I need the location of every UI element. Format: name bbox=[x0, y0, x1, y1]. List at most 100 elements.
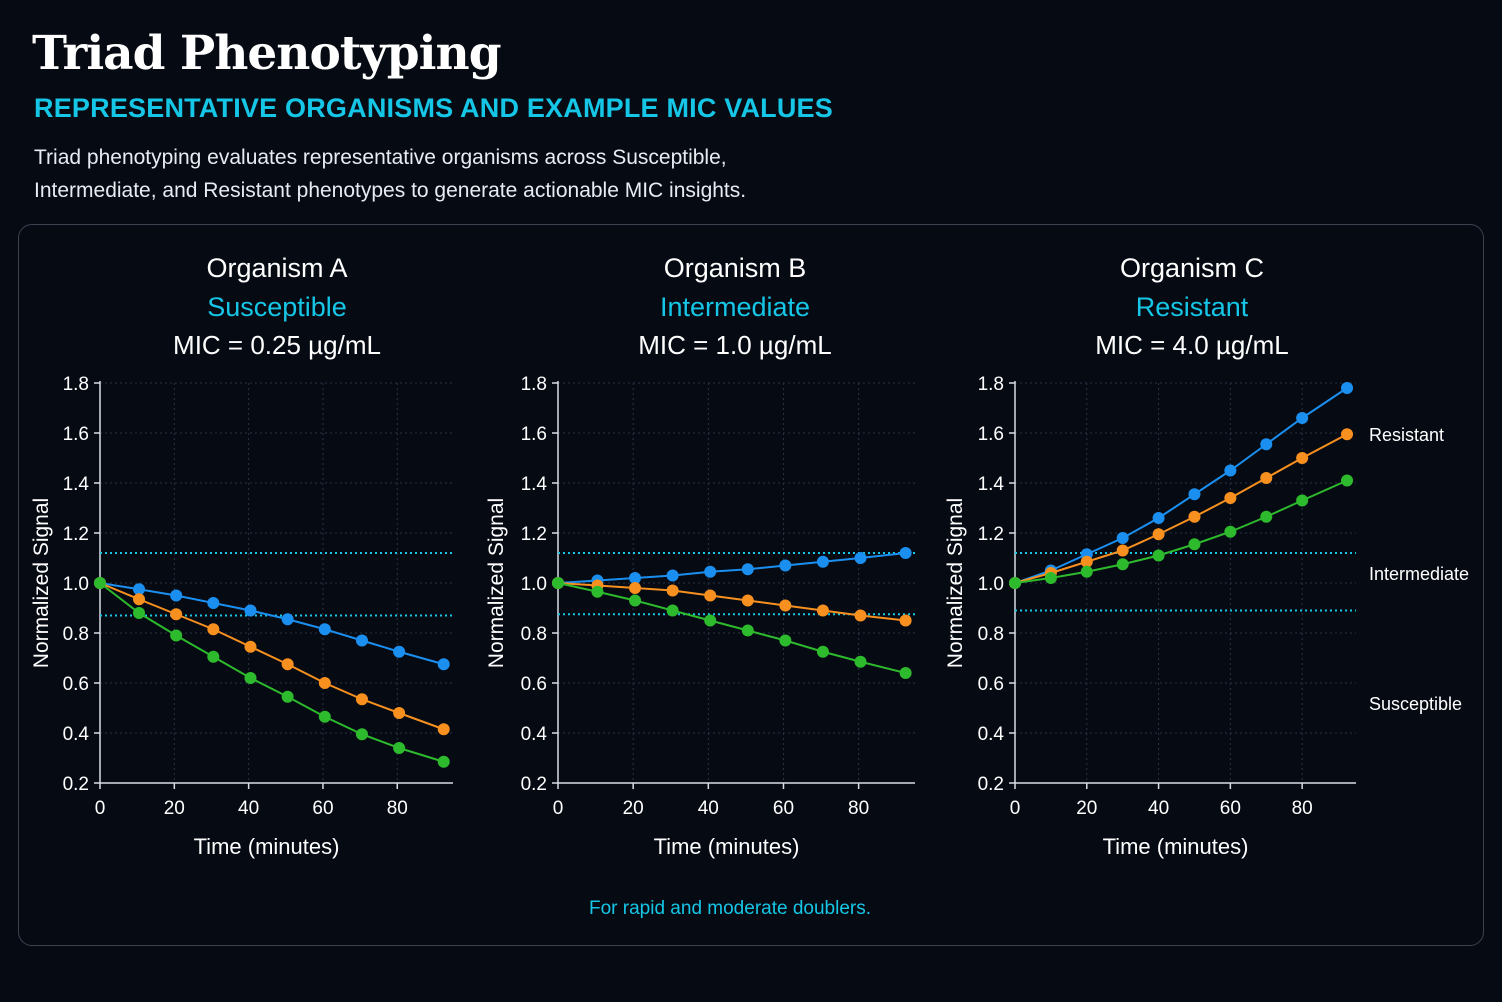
data-point bbox=[1296, 494, 1309, 507]
x-axis-label: Time (minutes) bbox=[194, 834, 340, 859]
y-tick-label: 0.4 bbox=[978, 724, 1005, 745]
y-tick-label: 1.4 bbox=[978, 474, 1005, 495]
series-line bbox=[557, 582, 906, 622]
page-subtitle: REPRESENTATIVE ORGANISMS AND EXAMPLE MIC… bbox=[34, 93, 833, 123]
data-point bbox=[207, 623, 220, 636]
data-point bbox=[1260, 438, 1273, 451]
y-tick-label: 0.6 bbox=[978, 674, 1004, 695]
data-point bbox=[133, 583, 146, 596]
data-point bbox=[355, 693, 368, 706]
chart-mic-value: MIC = 1.0 µg/mL bbox=[638, 330, 831, 360]
y-tick-label: 1.2 bbox=[978, 524, 1004, 545]
data-point bbox=[393, 707, 406, 719]
data-point bbox=[899, 667, 912, 679]
data-point bbox=[899, 547, 912, 559]
y-tick-label: 0.2 bbox=[63, 774, 89, 795]
page-title: Triad Phenotyping bbox=[32, 26, 502, 81]
data-point bbox=[779, 599, 792, 612]
data-point bbox=[1009, 577, 1021, 589]
y-axis-label: Normalized Signal bbox=[485, 498, 508, 668]
side-label-resistant: Resistant bbox=[1369, 425, 1444, 445]
series-line bbox=[557, 582, 906, 674]
page-description: Triad phenotyping evaluates representati… bbox=[34, 141, 894, 207]
data-point bbox=[1224, 525, 1237, 538]
y-tick-label: 1.6 bbox=[978, 424, 1004, 445]
chart-1: Organism A Susceptible MIC = 0.25 µg/mL 0.2… bbox=[30, 253, 453, 859]
data-point bbox=[1188, 488, 1201, 501]
x-axis-label: Time (minutes) bbox=[1103, 834, 1249, 859]
data-point bbox=[1152, 549, 1165, 562]
data-point bbox=[437, 658, 450, 671]
data-point bbox=[207, 597, 220, 609]
data-point bbox=[355, 728, 368, 741]
series-line bbox=[99, 582, 444, 666]
chart-title: Organism C bbox=[1120, 253, 1264, 283]
data-point bbox=[393, 742, 406, 754]
data-point bbox=[741, 594, 754, 607]
x-tick-label: 60 bbox=[1220, 798, 1241, 819]
data-point bbox=[1224, 492, 1237, 504]
data-point bbox=[170, 589, 183, 602]
data-point bbox=[133, 593, 146, 606]
data-point bbox=[1188, 510, 1201, 523]
y-tick-label: 1.4 bbox=[63, 474, 90, 495]
y-tick-label: 1.2 bbox=[63, 524, 89, 545]
data-point bbox=[779, 634, 792, 647]
y-tick-label: 1.2 bbox=[521, 524, 547, 545]
data-point bbox=[666, 604, 679, 617]
data-point bbox=[1116, 532, 1129, 544]
data-point bbox=[1152, 528, 1165, 541]
x-tick-label: 20 bbox=[1076, 798, 1097, 819]
chart-mic-value: MIC = 0.25 µg/mL bbox=[173, 330, 381, 360]
data-point bbox=[1152, 512, 1165, 524]
x-tick-label: 40 bbox=[698, 798, 719, 819]
x-tick-label: 0 bbox=[553, 798, 564, 819]
x-axis-label: Time (minutes) bbox=[654, 834, 800, 859]
data-point bbox=[1188, 538, 1201, 551]
y-tick-label: 0.8 bbox=[978, 624, 1004, 645]
y-tick-label: 1.0 bbox=[63, 574, 89, 595]
y-tick-label: 1.8 bbox=[521, 374, 547, 395]
data-point bbox=[816, 645, 829, 658]
y-tick-label: 0.6 bbox=[63, 674, 89, 695]
x-tick-label: 60 bbox=[773, 798, 794, 819]
data-point bbox=[1341, 382, 1354, 394]
data-point bbox=[899, 614, 912, 627]
y-tick-label: 0.6 bbox=[521, 674, 547, 695]
data-point bbox=[318, 623, 331, 636]
data-point bbox=[1341, 474, 1354, 487]
charts-panel bbox=[18, 224, 1484, 946]
data-point bbox=[629, 594, 642, 607]
data-point bbox=[281, 613, 294, 626]
data-point bbox=[666, 569, 679, 582]
y-tick-label: 1.6 bbox=[521, 424, 547, 445]
data-point bbox=[741, 563, 754, 576]
data-point bbox=[1080, 565, 1093, 578]
data-point bbox=[704, 614, 717, 627]
y-axis-label: Normalized Signal bbox=[944, 498, 967, 668]
x-tick-label: 60 bbox=[312, 798, 333, 819]
chart-title: Organism A bbox=[206, 253, 347, 283]
data-point bbox=[1260, 510, 1273, 523]
data-point bbox=[437, 723, 450, 736]
data-point bbox=[779, 559, 792, 572]
y-axis-label: Normalized Signal bbox=[30, 498, 53, 668]
y-tick-label: 1.6 bbox=[63, 424, 89, 445]
y-tick-label: 0.8 bbox=[521, 624, 547, 645]
y-tick-label: 0.2 bbox=[521, 774, 547, 795]
data-point bbox=[816, 555, 829, 568]
data-point bbox=[281, 690, 294, 703]
chart-2: Organism B Intermediate MIC = 1.0 µg/mL 0.2… bbox=[485, 253, 915, 859]
data-point bbox=[281, 658, 294, 671]
data-point bbox=[318, 710, 331, 723]
data-point bbox=[318, 677, 331, 689]
data-point bbox=[1260, 472, 1273, 484]
data-point bbox=[1044, 572, 1057, 584]
chart-phenotype: Intermediate bbox=[660, 292, 810, 322]
y-tick-label: 1.0 bbox=[978, 574, 1004, 595]
side-label-intermediate: Intermediate bbox=[1369, 564, 1469, 584]
data-point bbox=[244, 640, 257, 653]
chart-mic-value: MIC = 4.0 µg/mL bbox=[1095, 330, 1288, 360]
y-tick-label: 0.4 bbox=[63, 724, 90, 745]
data-point bbox=[393, 645, 406, 658]
